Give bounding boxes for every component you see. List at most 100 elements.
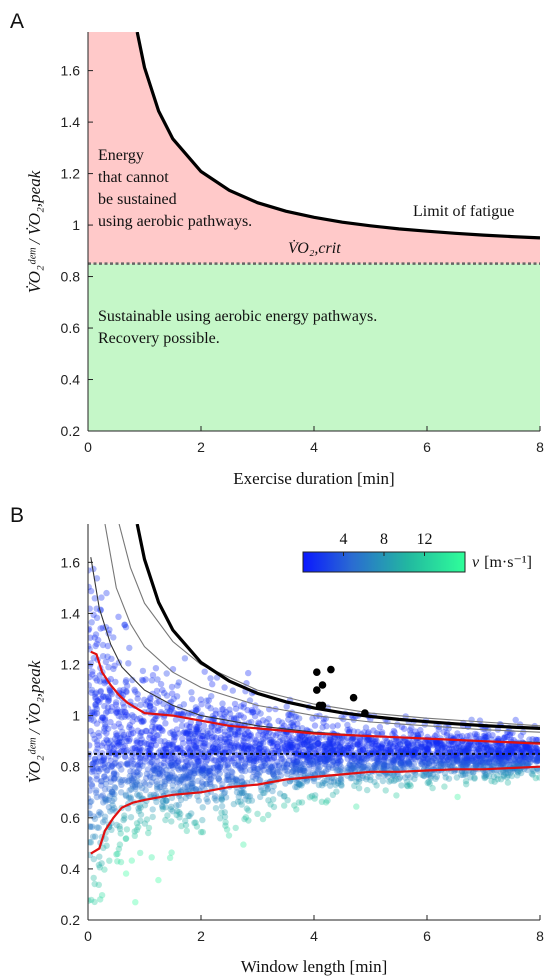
scatter-point: [156, 784, 163, 791]
scatter-point: [161, 738, 168, 745]
scatter-point: [88, 810, 92, 817]
scatter-point: [511, 758, 519, 765]
scatter-point: [92, 695, 99, 702]
scatter-point: [210, 757, 218, 764]
scatter-point: [88, 605, 93, 612]
scatter-point: [390, 771, 397, 779]
scatter-point: [264, 756, 271, 764]
scatter-point: [504, 779, 512, 786]
scatter-point: [375, 759, 382, 766]
scatter-point: [272, 732, 280, 739]
scatter-point: [370, 748, 377, 755]
scatter-point: [137, 817, 144, 824]
scatter-point: [213, 762, 220, 769]
scatter-point: [329, 738, 337, 745]
scatter-point: [119, 700, 127, 707]
colorbar-label: v [m·s⁻¹]: [472, 554, 532, 571]
scatter-point: [534, 745, 540, 753]
scatter-point: [216, 743, 224, 750]
scatter-point: [429, 784, 436, 792]
scatter-point: [407, 748, 415, 755]
scatter-point: [132, 783, 139, 790]
scatter-point: [312, 757, 319, 765]
scatter-point: [526, 744, 533, 751]
scatter-point: [356, 743, 363, 751]
scatter-point: [391, 740, 399, 747]
scatter-point: [370, 737, 377, 745]
scatter-point: [251, 757, 258, 765]
scatter-point: [445, 725, 452, 732]
scatter-point: [521, 744, 529, 751]
scatter-point: [153, 732, 161, 739]
scatter-point: [440, 757, 448, 764]
scatter-point: [201, 762, 209, 770]
scatter-point: [390, 777, 398, 785]
scatter-point: [217, 734, 224, 741]
scatter-point: [299, 725, 306, 732]
scatter-point: [286, 711, 293, 718]
scatter-point: [483, 742, 490, 749]
scatter-point: [108, 690, 116, 698]
scatter-point: [387, 748, 394, 755]
scatter-point: [229, 778, 237, 785]
scatter-point: [119, 743, 127, 751]
scatter-point: [144, 747, 151, 755]
scatter-point: [105, 762, 112, 769]
scatter-point: [460, 758, 468, 766]
scatter-point: [359, 747, 366, 754]
scatter-point: [407, 730, 414, 737]
scatter-point: [110, 776, 118, 783]
scatter-point: [204, 753, 212, 760]
scatter-point: [497, 756, 504, 763]
scatter-point: [238, 778, 246, 785]
scatter-point: [483, 759, 491, 766]
scatter-point: [528, 770, 535, 777]
scatter-point: [308, 740, 316, 747]
scatter-point: [259, 731, 267, 739]
scatter-point: [310, 777, 318, 785]
scatter-point: [150, 764, 157, 771]
scatter-point: [450, 759, 457, 766]
scatter-point: [221, 789, 229, 796]
scatter-point: [168, 683, 176, 691]
scatter-point: [157, 761, 164, 769]
scatter-point: [340, 746, 347, 753]
scatter-point: [234, 798, 242, 805]
scatter-point: [367, 776, 374, 784]
scatter-point: [105, 725, 112, 732]
scatter-point: [461, 740, 468, 747]
scatter-point: [380, 762, 388, 769]
scatter-point: [355, 778, 363, 786]
scatter-point: [269, 768, 276, 775]
scatter-point: [221, 731, 228, 739]
scatter-point: [468, 755, 475, 762]
scatter-point: [437, 757, 444, 764]
scatter-point: [211, 795, 218, 802]
scatter-point: [222, 822, 229, 829]
scatter-point: [477, 742, 484, 749]
scatter-point: [501, 753, 508, 760]
scatter-point: [305, 746, 312, 754]
scatter-point: [296, 735, 304, 742]
scatter-point: [412, 746, 419, 753]
scatter-point: [326, 739, 333, 747]
scatter-point: [150, 717, 158, 724]
scatter-point: [167, 729, 174, 737]
scatter-point: [407, 774, 414, 781]
scatter-point: [194, 777, 202, 785]
scatter-point: [488, 747, 495, 754]
scatter-point: [475, 759, 482, 766]
scatter-point: [276, 768, 283, 775]
scatter-point: [113, 749, 120, 756]
scatter-point: [260, 729, 268, 736]
scatter-point: [270, 770, 277, 777]
scatter-point: [94, 824, 101, 831]
scatter-point: [203, 697, 210, 704]
scatter-point: [109, 789, 116, 796]
scatter-point: [128, 776, 135, 783]
scatter-point: [144, 698, 151, 705]
scatter-point: [203, 780, 210, 788]
scatter-point: [381, 761, 388, 769]
a-x-tick-label: 8: [536, 439, 544, 455]
scatter-point: [424, 755, 431, 763]
